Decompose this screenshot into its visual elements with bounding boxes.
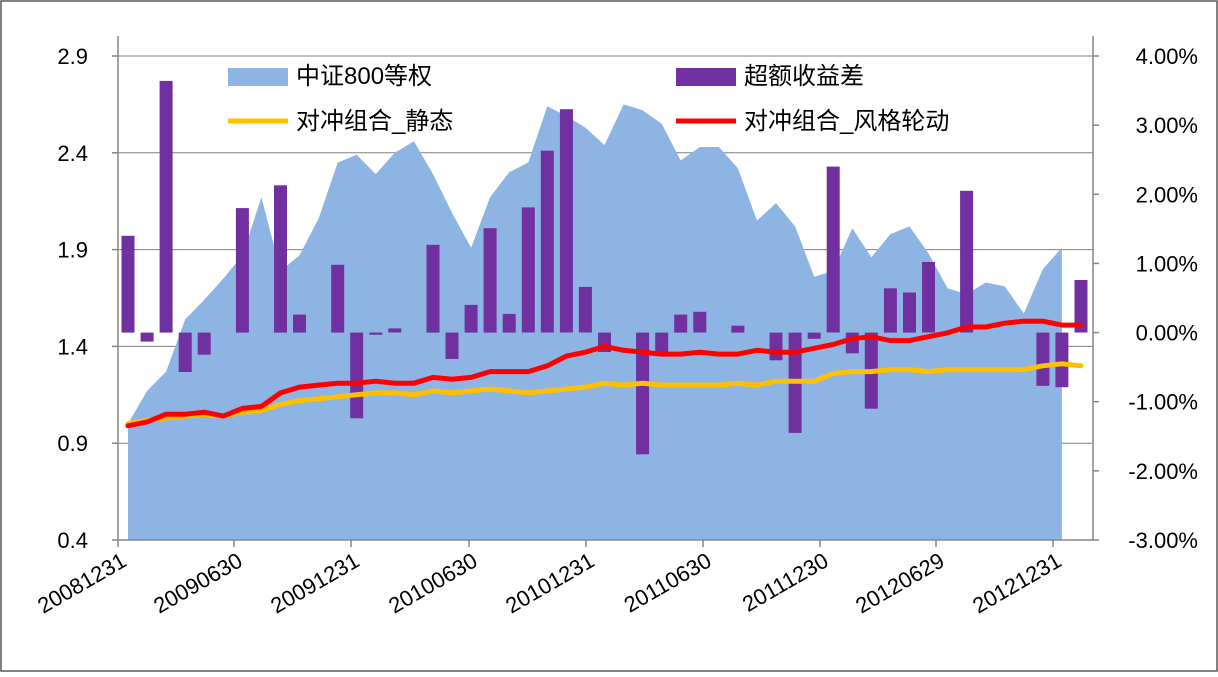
- bar-14: [388, 328, 402, 333]
- bar-8: [274, 185, 287, 333]
- bar-23: [559, 109, 573, 333]
- right-tick-label-4: 0.00%: [1136, 321, 1198, 346]
- left-tick-label-2: 1.9: [57, 238, 88, 263]
- left-tick-label-0: 2.9: [57, 44, 88, 69]
- bar-0: [121, 235, 135, 333]
- bar-50: [1074, 280, 1088, 333]
- right-tick-label-5: -1.00%: [1128, 390, 1198, 415]
- right-tick-label-7: -3.00%: [1128, 528, 1198, 553]
- bar-2: [159, 80, 173, 333]
- right-tick-label-3: 1.00%: [1136, 251, 1198, 276]
- left-tick-label-1: 2.4: [57, 141, 88, 166]
- bar-48: [1036, 332, 1050, 386]
- bar-38: [845, 332, 859, 354]
- right-tick-label-6: -2.00%: [1128, 459, 1198, 484]
- bar-44: [960, 190, 974, 333]
- bar-9: [293, 314, 306, 333]
- bar-19: [483, 228, 497, 333]
- line-static: [125, 361, 1084, 427]
- bar-16: [426, 244, 440, 333]
- bar-49: [1055, 332, 1069, 388]
- bar-11: [331, 264, 345, 333]
- bar-22: [540, 150, 554, 333]
- bar-1: [140, 332, 154, 342]
- bar-24: [578, 286, 592, 333]
- bar-34: [769, 332, 783, 361]
- right-tick-label-1: 3.00%: [1136, 113, 1198, 138]
- bar-28: [655, 332, 669, 352]
- bar-36: [807, 332, 821, 339]
- bar-37: [826, 166, 840, 333]
- bar-layer: [121, 80, 1088, 455]
- bar-6: [235, 208, 249, 333]
- area-index-800: [128, 104, 1062, 541]
- bar-12: [350, 332, 364, 419]
- legend-swatch-area: [228, 68, 288, 86]
- bar-20: [502, 313, 516, 333]
- right-tick-label-2: 2.00%: [1136, 182, 1198, 207]
- left-tick-label-3: 1.4: [57, 334, 88, 359]
- right-tick-label-0: 4.00%: [1136, 44, 1198, 69]
- legend-swatch-bars: [676, 68, 736, 86]
- bar-29: [674, 314, 688, 333]
- line-layer: [125, 318, 1084, 429]
- bar-30: [693, 311, 707, 333]
- bar-27: [636, 332, 650, 455]
- bar-4: [197, 332, 211, 355]
- legend-label-static: 对冲组合_静态: [296, 108, 453, 135]
- legend: 中证800等权 超额收益差 对冲组合_静态 对冲组合_风格轮动: [228, 63, 949, 135]
- area-layer: [128, 104, 1062, 541]
- legend-label-rotation: 对冲组合_风格轮动: [744, 108, 949, 135]
- bar-32: [731, 325, 745, 333]
- left-tick-label-4: 0.9: [57, 431, 88, 456]
- bar-3: [178, 332, 192, 372]
- bar-13: [369, 332, 383, 335]
- legend-label-area: 中证800等权: [296, 63, 432, 90]
- bar-21: [521, 207, 535, 333]
- bar-41: [903, 292, 916, 333]
- bar-42: [922, 262, 935, 333]
- bar-17: [445, 332, 459, 359]
- line-rotation: [125, 318, 1084, 429]
- bar-40: [883, 288, 897, 333]
- left-tick-label-5: 0.4: [57, 528, 88, 553]
- bar-18: [464, 304, 478, 333]
- legend-label-bars: 超额收益差: [744, 63, 864, 90]
